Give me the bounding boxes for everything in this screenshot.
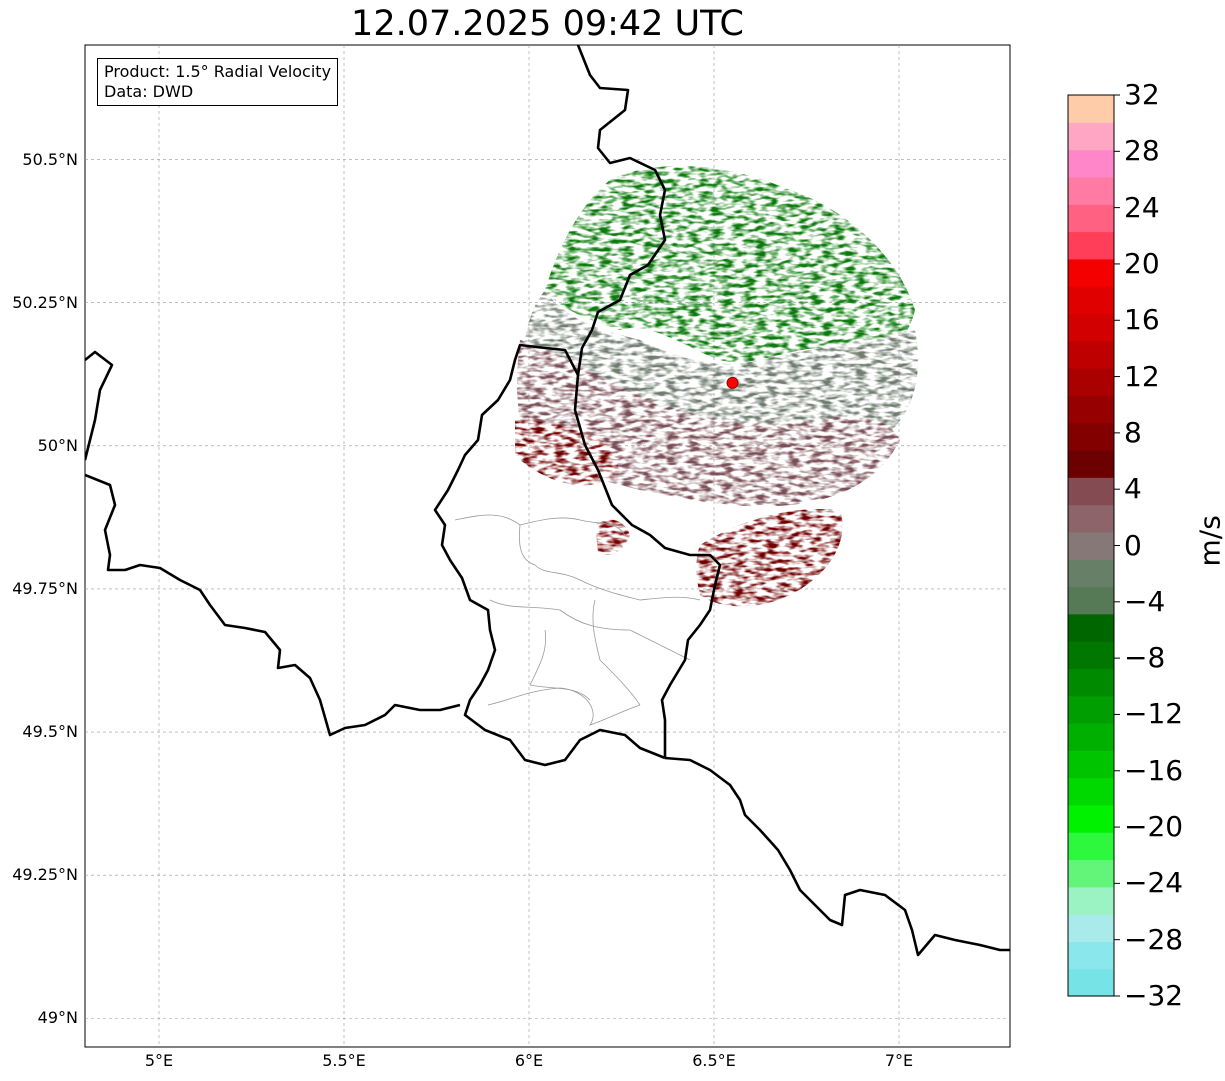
colorbar-segment xyxy=(1068,777,1114,806)
colorbar-segment xyxy=(1068,176,1114,205)
colorbar-segment xyxy=(1068,804,1114,833)
colorbar-segment xyxy=(1068,340,1114,369)
colorbar-segment xyxy=(1068,668,1114,697)
colorbar-segment xyxy=(1068,504,1114,533)
echo-inbound-darkred-south xyxy=(696,509,843,607)
colorbar-tick-label: −8 xyxy=(1124,641,1166,675)
lon-tick-label: 5.5°E xyxy=(322,1051,366,1070)
colorbar-tick-label: 12 xyxy=(1124,359,1160,393)
colorbar-segment xyxy=(1068,586,1114,615)
map-title: 12.07.2025 09:42 UTC xyxy=(351,4,744,44)
colorbar-segment xyxy=(1068,149,1114,178)
colorbar-segment xyxy=(1068,968,1114,997)
colorbar-segment xyxy=(1068,449,1114,478)
colorbar-segment xyxy=(1068,559,1114,588)
lat-tick-label: 49.75°N xyxy=(12,578,78,598)
colorbar xyxy=(1068,94,1120,997)
colorbar-segment xyxy=(1068,914,1114,942)
colorbar-tick-label: 28 xyxy=(1124,134,1160,168)
colorbar-tick-label: 32 xyxy=(1124,78,1160,111)
colorbar-segment xyxy=(1068,531,1114,560)
colorbar-segment xyxy=(1068,395,1114,424)
colorbar-tick-label: −12 xyxy=(1124,697,1184,731)
colorbar-segment xyxy=(1068,122,1114,151)
colorbar-segment xyxy=(1068,641,1114,669)
echo-inbound-darkred-mid xyxy=(595,519,630,555)
colorbar-tick-label: 8 xyxy=(1124,415,1142,449)
colorbar-tick-label: −16 xyxy=(1124,753,1184,787)
lat-tick-label: 50.5°N xyxy=(22,149,78,169)
colorbar-tick-label: −24 xyxy=(1124,866,1184,900)
colorbar-segment xyxy=(1068,886,1114,915)
lat-tick-label: 49°N xyxy=(37,1008,78,1028)
colorbar-tick-label: 0 xyxy=(1124,528,1142,562)
colorbar-segment xyxy=(1068,95,1114,123)
lat-tick-label: 49.25°N xyxy=(12,865,78,885)
colorbar-tick-label: 20 xyxy=(1124,246,1160,280)
lon-tick-label: 6°E xyxy=(514,1051,544,1070)
colorbar-segment xyxy=(1068,750,1114,779)
colorbar-segment xyxy=(1068,941,1114,970)
lat-tick-label: 49.5°N xyxy=(22,722,78,742)
colorbar-segment xyxy=(1068,477,1114,506)
colorbar-segment xyxy=(1068,258,1114,287)
colorbar-segment xyxy=(1068,722,1114,751)
country-borders xyxy=(85,45,1010,957)
colorbar-segment xyxy=(1068,313,1114,342)
colorbar-segment xyxy=(1068,231,1114,260)
colorbar-frame xyxy=(1067,94,1115,997)
colorbar-tick-label: 16 xyxy=(1124,303,1160,337)
admin-boundaries xyxy=(454,514,701,726)
lon-tick-label: 5°E xyxy=(144,1051,174,1070)
product-label: Product: 1.5° Radial Velocity xyxy=(104,62,332,81)
colorbar-tick-label: 4 xyxy=(1124,472,1142,506)
colorbar-segment xyxy=(1068,286,1114,315)
colorbar-segment xyxy=(1068,613,1114,642)
colorbar-tick-label: 24 xyxy=(1124,190,1160,224)
map-frame xyxy=(84,44,1011,1048)
colorbar-segment xyxy=(1068,422,1114,451)
colorbar-segment xyxy=(1068,859,1114,888)
colorbar-tick-label: −4 xyxy=(1124,584,1166,618)
info-box: Product: 1.5° Radial Velocity Data: DWD xyxy=(97,58,339,106)
colorbar-tick-label: −32 xyxy=(1124,979,1184,1012)
radar-site-marker xyxy=(726,376,739,389)
colorbar-segment xyxy=(1068,368,1114,396)
lon-tick-label: 6.5°E xyxy=(692,1051,736,1070)
colorbar-segment xyxy=(1068,832,1114,861)
radar-echoes xyxy=(515,166,919,607)
colorbar-tick-label: −20 xyxy=(1124,810,1184,844)
lat-tick-label: 50.25°N xyxy=(12,292,78,312)
lat-tick-label: 50°N xyxy=(37,435,78,455)
echo-inbound-darkred-west xyxy=(515,420,619,486)
colorbar-unit-label: m/s xyxy=(1193,515,1225,567)
echo-outbound-green xyxy=(545,166,915,363)
colorbar-tick-label: −28 xyxy=(1124,922,1184,956)
colorbar-segment xyxy=(1068,695,1114,724)
colorbar-segment xyxy=(1068,204,1114,233)
data-source-label: Data: DWD xyxy=(104,82,194,101)
lon-tick-label: 7°E xyxy=(884,1051,914,1070)
